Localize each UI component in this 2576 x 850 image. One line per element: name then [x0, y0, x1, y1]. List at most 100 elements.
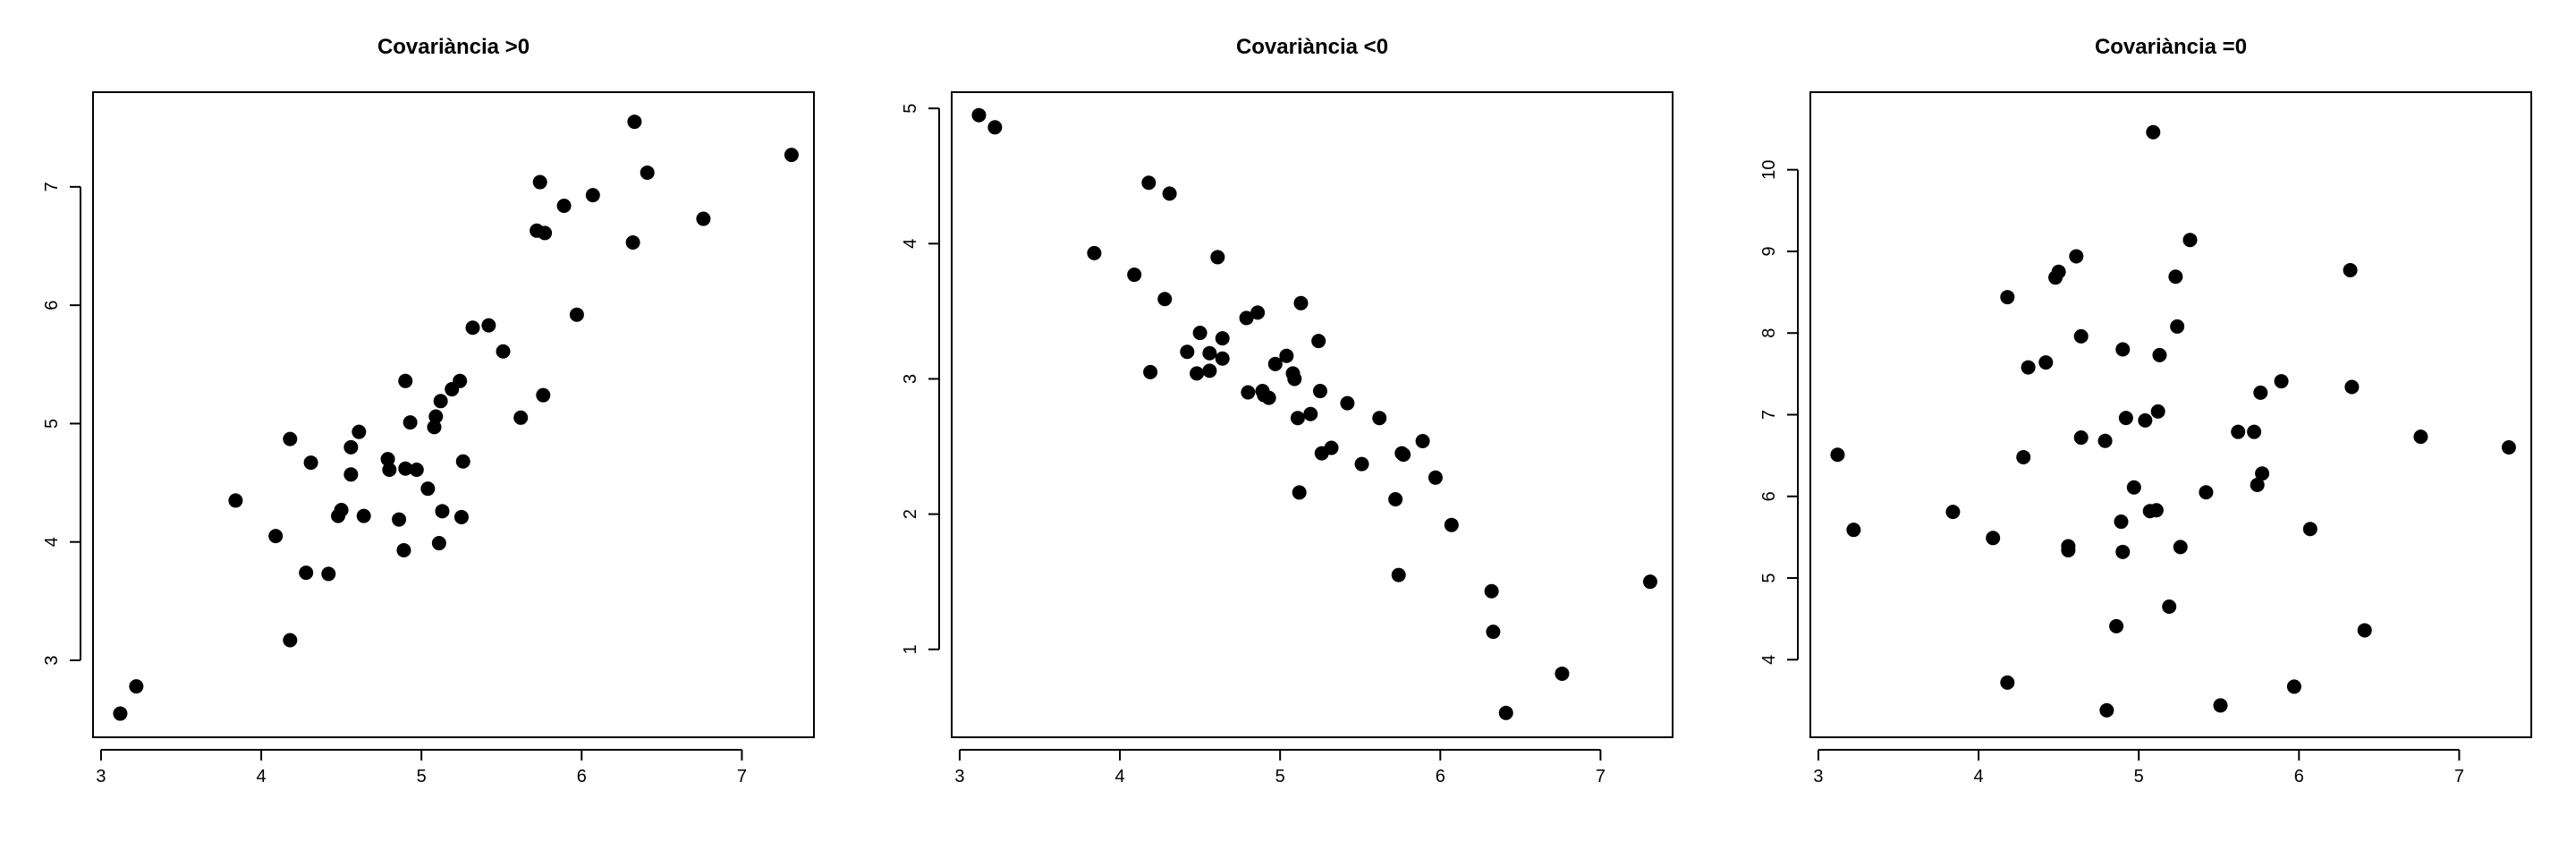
data-point: [299, 565, 314, 581]
data-point: [435, 504, 450, 519]
data-point: [1555, 666, 1570, 681]
data-point: [556, 199, 572, 214]
data-point: [2109, 618, 2124, 633]
data-point: [2170, 319, 2185, 334]
data-point: [1192, 326, 1208, 341]
x-tick-label: 4: [1974, 767, 1984, 786]
data-point: [1986, 531, 2001, 546]
data-point: [784, 148, 799, 163]
data-point: [396, 542, 411, 557]
y-tick-label: 5: [901, 104, 920, 114]
data-point: [1311, 334, 1326, 349]
plot-frame: [951, 91, 1674, 738]
data-point: [428, 409, 444, 424]
data-point: [1484, 583, 1499, 599]
y-tick-label: 4: [1759, 655, 1779, 665]
y-tick-label: 7: [42, 182, 62, 191]
data-point: [2150, 404, 2165, 419]
data-point: [334, 502, 349, 517]
data-point: [1388, 491, 1403, 506]
data-point: [1340, 395, 1355, 411]
data-point: [465, 320, 480, 336]
data-point: [625, 235, 640, 251]
data-point: [2114, 514, 2129, 530]
data-point: [532, 174, 547, 190]
x-tick-label: 7: [737, 767, 747, 786]
data-point: [1210, 250, 1225, 265]
data-point: [2021, 360, 2036, 375]
data-point: [1354, 456, 1369, 472]
chart-title: Covariància =0: [2095, 35, 2247, 59]
data-point: [2501, 440, 2516, 455]
data-point: [427, 420, 442, 435]
data-point: [453, 373, 468, 388]
x-tick-label: 3: [1813, 767, 1823, 786]
data-point: [2247, 424, 2262, 439]
scatter-panel-positive-covariance: Covariància >0 3 4 5 6 7 3 4 5 6 7: [42, 35, 815, 786]
data-point: [1202, 363, 1217, 378]
data-point: [569, 307, 584, 322]
data-point: [283, 633, 298, 648]
scatter-panel-negative-covariance: Covariància <0 3 4 5 6 7 1 2 3 4 5: [901, 35, 1674, 786]
data-point: [1415, 433, 1430, 448]
data-point: [1261, 390, 1276, 405]
data-point: [343, 467, 359, 482]
data-point: [1087, 245, 1102, 260]
data-point: [1141, 175, 1157, 191]
data-point: [2253, 385, 2268, 400]
data-point: [2274, 374, 2289, 389]
data-point: [268, 529, 284, 544]
y-tick-label: 6: [1759, 491, 1779, 501]
data-point: [453, 509, 469, 524]
data-point: [640, 165, 655, 180]
data-point: [2344, 379, 2360, 395]
data-point: [1287, 371, 1302, 387]
data-point: [1391, 567, 1406, 582]
x-tick-label: 5: [2134, 767, 2144, 786]
data-point: [2213, 698, 2228, 713]
data-point: [2343, 262, 2358, 277]
x-tick-label: 7: [1596, 767, 1606, 786]
data-point: [1190, 366, 1205, 381]
data-point: [2255, 466, 2270, 481]
data-point: [2118, 411, 2133, 426]
data-point: [431, 536, 446, 551]
y-tick-label: 4: [42, 537, 62, 547]
data-point: [382, 463, 397, 478]
y-tick-label: 3: [42, 655, 62, 665]
data-point: [380, 452, 395, 467]
data-point: [2357, 623, 2372, 638]
data-point: [627, 115, 642, 130]
x-tick-label: 4: [1115, 767, 1125, 786]
x-tick-label: 3: [96, 767, 106, 786]
data-point: [971, 107, 987, 123]
data-point: [2168, 269, 2183, 285]
y-tick-label: 3: [901, 374, 920, 384]
data-point: [129, 679, 144, 694]
y-tick-label: 4: [901, 239, 920, 249]
data-point: [2162, 599, 2177, 614]
data-point: [1428, 470, 1443, 485]
data-point: [352, 424, 367, 439]
data-point: [1293, 295, 1309, 310]
x-tick-label: 6: [577, 767, 587, 786]
y-tick-label: 5: [42, 419, 62, 429]
data-point: [585, 188, 600, 203]
data-point: [1143, 364, 1158, 379]
data-point: [2016, 449, 2031, 464]
data-point: [398, 461, 413, 476]
data-point: [409, 463, 424, 478]
data-point: [2051, 264, 2066, 279]
data-point: [696, 211, 711, 226]
data-point: [536, 387, 551, 403]
data-point: [433, 394, 448, 409]
data-point: [343, 439, 359, 455]
data-point: [303, 455, 318, 471]
data-point: [1267, 356, 1283, 371]
y-tick-label: 7: [1759, 410, 1779, 420]
data-point: [1846, 523, 1861, 538]
data-point: [2138, 412, 2153, 428]
data-point: [1945, 505, 1961, 520]
data-point: [1396, 447, 1411, 463]
data-point: [1215, 351, 1230, 366]
